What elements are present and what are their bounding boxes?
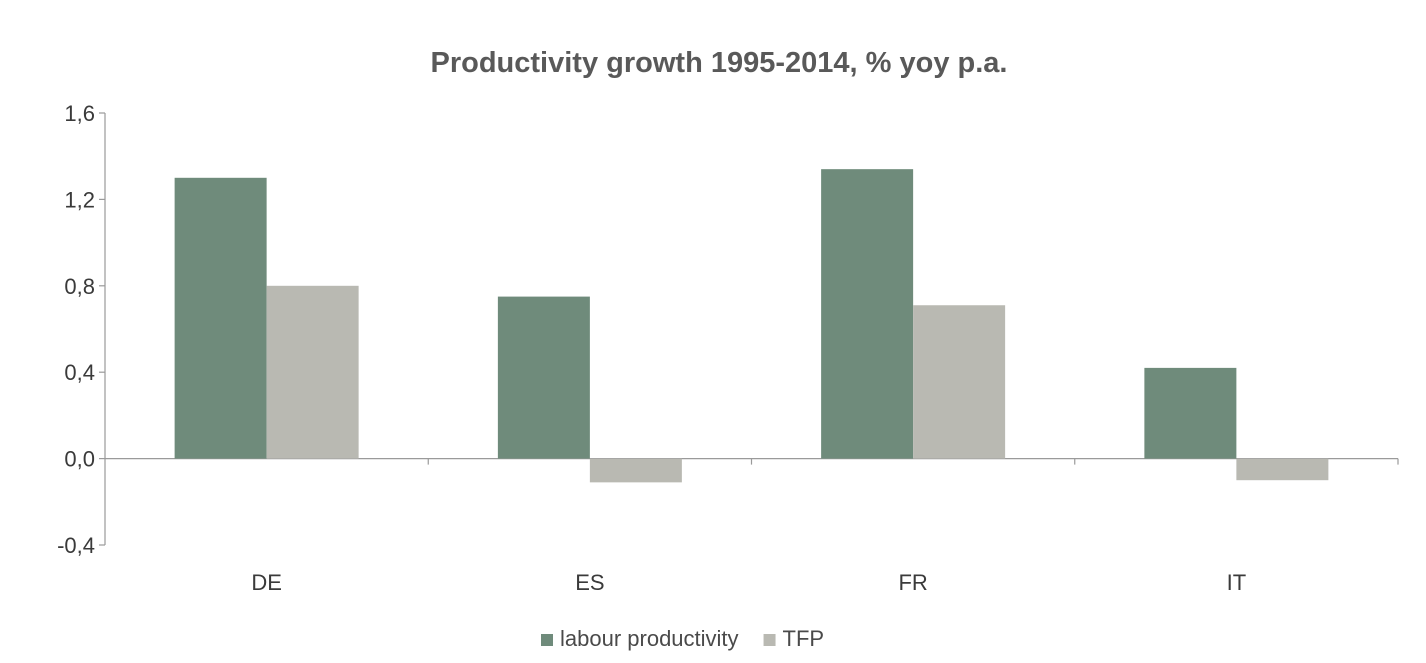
y-axis: -0,4 0,0 0,4 0,8 1,2 1,6: [57, 101, 106, 558]
bar-labour-productivity-it: [1144, 367, 1237, 459]
x-tick-label: FR: [898, 570, 927, 595]
x-axis: DE ES FR IT: [105, 458, 1399, 595]
y-tick-label: 0,4: [64, 360, 95, 385]
x-tick-label: IT: [1227, 570, 1247, 595]
bar-labour-productivity-es: [497, 296, 590, 459]
x-tick-label: DE: [251, 570, 282, 595]
bar-tfp-it: [1236, 458, 1329, 481]
bar-tfp-fr: [913, 305, 1006, 459]
legend-label: labour productivity: [560, 626, 739, 651]
legend-swatch: [763, 634, 776, 646]
bar-tfp-de: [266, 285, 359, 459]
bar-tfp-es: [589, 458, 682, 483]
y-tick-label: 0,8: [64, 274, 95, 299]
bars: [174, 169, 1329, 483]
x-tick-label: ES: [575, 570, 604, 595]
chart-title: Productivity growth 1995-2014, % yoy p.a…: [431, 47, 1008, 79]
bar-labour-productivity-fr: [821, 169, 914, 459]
legend-swatch: [541, 634, 553, 646]
y-tick-label: 0,0: [64, 447, 95, 472]
legend: labour productivity TFP: [541, 626, 824, 651]
bar-labour-productivity-de: [174, 177, 267, 459]
legend-label: TFP: [783, 626, 825, 651]
y-tick-label: -0,4: [57, 533, 95, 558]
y-tick-label: 1,2: [64, 187, 95, 212]
y-tick-label: 1,6: [64, 101, 95, 126]
